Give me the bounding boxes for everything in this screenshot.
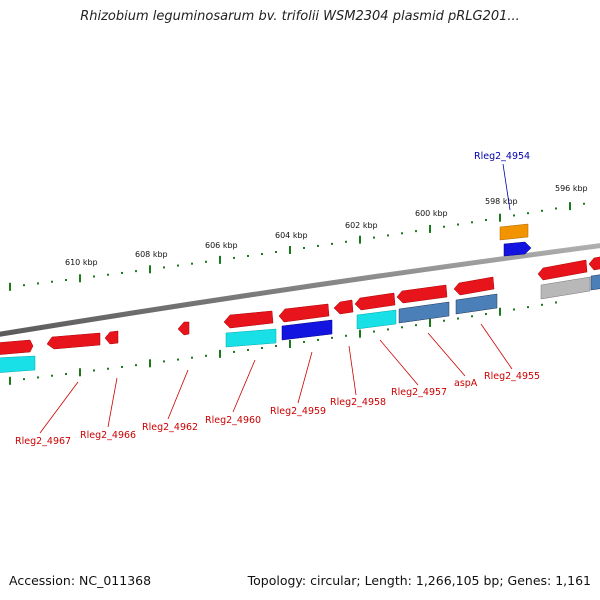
gene-label[interactable]: Rleg2_4955 <box>484 371 540 382</box>
gene-block[interactable] <box>356 309 397 330</box>
gene-arrow[interactable] <box>0 339 34 355</box>
gene-arrow[interactable] <box>46 332 101 350</box>
gene-label[interactable]: Rleg2_4960 <box>205 415 261 426</box>
scale-label: 602 kbp <box>345 221 378 230</box>
backbone-arc <box>0 243 600 337</box>
gene-label[interactable]: Rleg2_4966 <box>80 430 136 441</box>
scale-label: 608 kbp <box>135 250 168 259</box>
gene-arrow[interactable] <box>503 241 532 257</box>
scale-label: 598 kbp <box>485 197 518 206</box>
gene-block[interactable] <box>281 319 333 341</box>
gene-label[interactable]: Rleg2_4962 <box>142 422 198 433</box>
gene-block[interactable] <box>0 355 36 373</box>
gene-label[interactable]: Rleg2_4954 <box>474 151 530 162</box>
gene-arrow[interactable] <box>499 223 529 241</box>
scale-label: 600 kbp <box>415 209 448 218</box>
gene-arrow[interactable] <box>396 284 448 304</box>
gene-arrow[interactable] <box>333 299 354 315</box>
gene-arrow[interactable] <box>104 330 119 345</box>
gene-label[interactable]: Rleg2_4959 <box>270 406 326 417</box>
gene-arrow[interactable] <box>537 259 588 281</box>
gene-block[interactable] <box>225 328 277 348</box>
gene-arrow[interactable] <box>223 310 274 329</box>
scale-label: 606 kbp <box>205 241 238 250</box>
gene-label[interactable]: aspA <box>454 378 478 389</box>
gene-arrow[interactable] <box>278 303 330 323</box>
gene-block[interactable] <box>590 274 600 291</box>
reverse-genes <box>0 274 600 373</box>
gene-block[interactable] <box>540 276 591 300</box>
gene-labels: Rleg2_4954 Rleg2_4967 Rleg2_4966 Rleg2_4… <box>15 151 540 447</box>
scale-label: 596 kbp <box>555 184 588 193</box>
gene-label[interactable]: Rleg2_4958 <box>330 397 386 408</box>
scale-label: 610 kbp <box>65 258 98 267</box>
inner-scale-ruler <box>9 301 557 385</box>
gene-arrow[interactable] <box>354 292 396 311</box>
gene-label[interactable]: Rleg2_4957 <box>391 387 447 398</box>
gene-arrow[interactable] <box>588 256 600 271</box>
gene-block[interactable] <box>398 301 450 324</box>
scale-labels: 610 kbp 608 kbp 606 kbp 604 kbp 602 kbp … <box>65 184 588 267</box>
gene-arrow[interactable] <box>453 276 495 296</box>
outer-scale-ruler <box>9 202 585 291</box>
gene-block[interactable] <box>455 293 498 315</box>
forward-genes <box>0 223 600 355</box>
map-title: Rhizobium leguminosarum bv. trifolii WSM… <box>80 9 520 24</box>
gene-arrow[interactable] <box>177 321 190 336</box>
gene-label[interactable]: Rleg2_4967 <box>15 436 71 447</box>
scale-label: 604 kbp <box>275 231 308 240</box>
accession-label: Accession: NC_011368 <box>9 573 152 588</box>
topology-label: Topology: circular; Length: 1,266,105 bp… <box>247 573 591 588</box>
label-leader-lines <box>39 163 513 434</box>
